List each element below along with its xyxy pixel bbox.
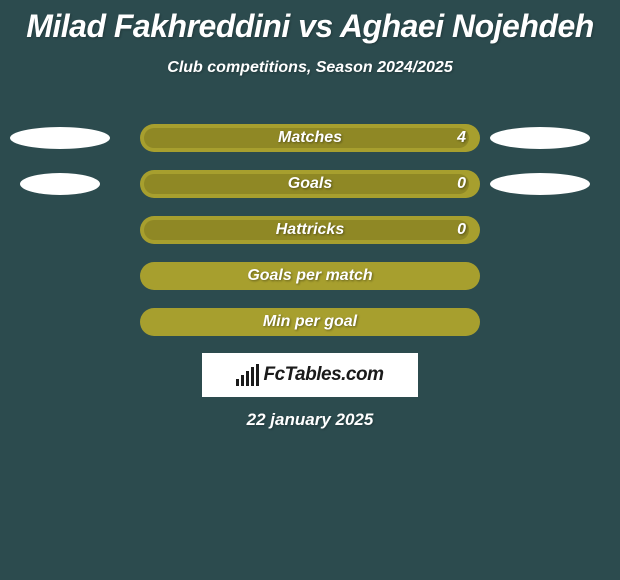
bar-plain: Min per goal [140, 308, 480, 336]
stat-row: 0Hattricks [0, 216, 620, 244]
logo-text: FcTables.com [263, 364, 383, 386]
stat-row: 0Goals [0, 170, 620, 198]
right-ellipse [490, 173, 590, 195]
stat-row: Goals per match [0, 262, 620, 290]
logo-bars-icon [236, 364, 259, 386]
page-title: Milad Fakhreddini vs Aghaei Nojehdeh [0, 0, 620, 45]
logo-box: FcTables.com [202, 353, 418, 397]
left-ellipse [10, 127, 110, 149]
stat-row: 4Matches [0, 124, 620, 152]
bar-label: Hattricks [140, 216, 480, 244]
bar-label: Goals [140, 170, 480, 198]
fctables-logo: FcTables.com [236, 364, 383, 386]
stat-row: Min per goal [0, 308, 620, 336]
bar-label: Matches [140, 124, 480, 152]
date-text: 22 january 2025 [0, 410, 620, 430]
subtitle: Club competitions, Season 2024/2025 [0, 59, 620, 77]
right-ellipse [490, 127, 590, 149]
bar-plain: Goals per match [140, 262, 480, 290]
left-ellipse [20, 173, 100, 195]
comparison-infographic: Milad Fakhreddini vs Aghaei Nojehdeh Clu… [0, 0, 620, 580]
